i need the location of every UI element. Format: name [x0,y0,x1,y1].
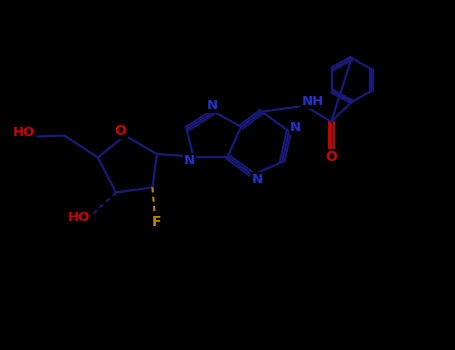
Text: NH: NH [302,95,324,108]
Text: HO: HO [12,126,35,140]
Text: O: O [115,124,126,138]
Text: F: F [152,215,162,229]
Text: N: N [184,154,195,167]
Text: N: N [207,99,217,112]
Text: N: N [290,121,301,134]
Text: N: N [252,173,263,186]
Text: O: O [325,150,337,164]
Text: HO: HO [67,211,90,224]
